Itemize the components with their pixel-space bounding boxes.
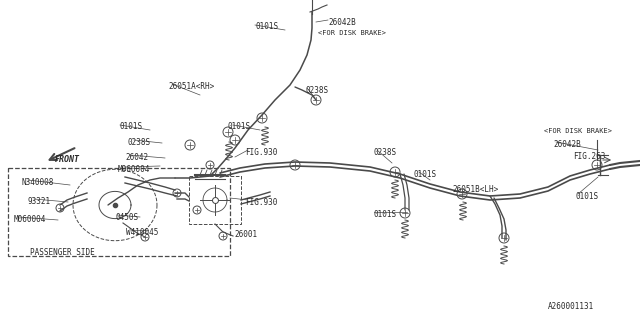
- Text: A260001131: A260001131: [548, 302, 595, 311]
- Text: 0101S: 0101S: [228, 122, 251, 131]
- Text: W410045: W410045: [126, 228, 158, 237]
- Text: FIG.930: FIG.930: [245, 198, 277, 207]
- Text: 0101S: 0101S: [120, 122, 143, 131]
- Bar: [189, 176, 241, 224]
- Text: 26042B: 26042B: [328, 18, 356, 27]
- Text: 0101S: 0101S: [414, 170, 437, 179]
- Text: PASSENGER SIDE: PASSENGER SIDE: [30, 248, 95, 257]
- Text: 26051A<RH>: 26051A<RH>: [168, 82, 214, 91]
- Text: 93321: 93321: [28, 197, 51, 206]
- Bar: [8, 168, 230, 256]
- Text: <FOR DISK BRAKE>: <FOR DISK BRAKE>: [544, 128, 612, 134]
- Text: 26042B: 26042B: [553, 140, 580, 149]
- Text: 0238S: 0238S: [374, 148, 397, 157]
- Text: 0238S: 0238S: [128, 138, 151, 147]
- Text: FIG.930: FIG.930: [245, 148, 277, 157]
- Text: FRONT: FRONT: [55, 155, 80, 164]
- Text: 26042: 26042: [125, 153, 148, 162]
- Text: 26051B<LH>: 26051B<LH>: [452, 185, 499, 194]
- Text: 0101S: 0101S: [255, 22, 278, 31]
- Text: FIG.263: FIG.263: [573, 152, 605, 161]
- Text: <FOR DISK BRAKE>: <FOR DISK BRAKE>: [318, 30, 386, 36]
- Text: 26001: 26001: [234, 230, 257, 239]
- Text: N340008: N340008: [22, 178, 54, 187]
- Text: 0450S: 0450S: [116, 213, 139, 222]
- Text: 0238S: 0238S: [305, 86, 328, 95]
- Text: M060004: M060004: [14, 215, 46, 224]
- Text: M060004: M060004: [118, 165, 150, 174]
- Text: 0101S: 0101S: [374, 210, 397, 219]
- Text: 0101S: 0101S: [576, 192, 599, 201]
